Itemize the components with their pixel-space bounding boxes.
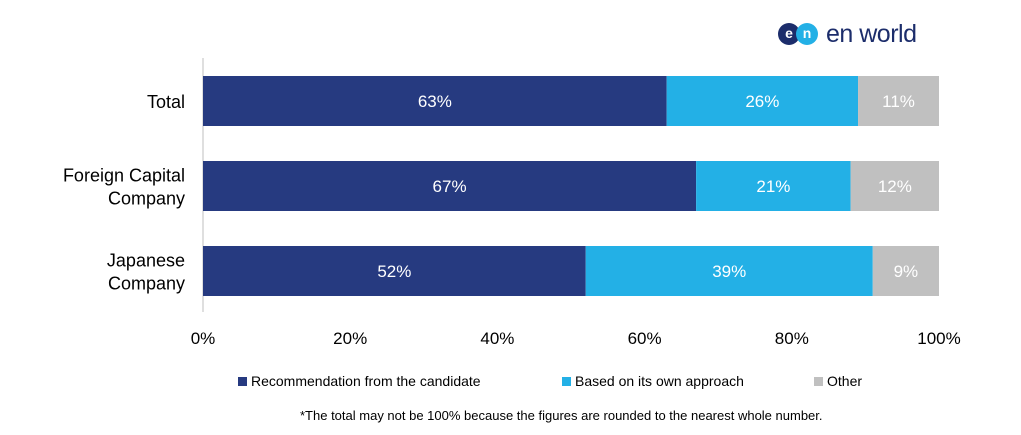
bar-segment bbox=[203, 246, 586, 296]
x-tick-label: 80% bbox=[775, 329, 809, 348]
legend-swatch bbox=[562, 376, 571, 386]
data-label: 39% bbox=[712, 262, 746, 281]
legend-item-recommendation: Recommendation from the candidate bbox=[238, 373, 481, 389]
bar-segment bbox=[666, 76, 859, 126]
category-label: Foreign Capital Company bbox=[63, 166, 185, 209]
bar-segment bbox=[203, 161, 697, 211]
legend-item-own-approach: Based on its own approach bbox=[562, 373, 744, 389]
brand-name: en world bbox=[826, 19, 917, 48]
brand-logo: e n en world bbox=[776, 18, 917, 50]
data-label: 12% bbox=[878, 177, 912, 196]
en-world-logo-icon: e n bbox=[776, 18, 824, 50]
bar-segment bbox=[872, 246, 939, 296]
legend-label: Other bbox=[827, 373, 863, 389]
bar-segment bbox=[203, 76, 667, 126]
bar-segment bbox=[850, 161, 939, 211]
data-label: 26% bbox=[745, 92, 779, 111]
x-tick-label: 20% bbox=[333, 329, 367, 348]
x-tick-label: 60% bbox=[628, 329, 662, 348]
stacked-bar-chart: 63% 26% 11% Total 67% 21% 12% Foreign Capital Co… bbox=[63, 58, 961, 348]
bar-segment bbox=[858, 76, 939, 126]
data-label: 21% bbox=[756, 177, 790, 196]
legend-swatch bbox=[814, 376, 823, 386]
legend-swatch bbox=[238, 376, 247, 386]
legend-label: Based on its own approach bbox=[575, 373, 744, 389]
legend-item-other: Other bbox=[814, 373, 862, 389]
bar-segment bbox=[696, 161, 851, 211]
data-label: 67% bbox=[433, 177, 467, 196]
data-label: 63% bbox=[418, 92, 452, 111]
data-label: 9% bbox=[894, 262, 919, 281]
x-tick-label: 0% bbox=[191, 329, 216, 348]
category-label: Japanese Company bbox=[107, 251, 185, 294]
x-tick-label: 40% bbox=[480, 329, 514, 348]
data-label: 52% bbox=[377, 262, 411, 281]
data-label: 11% bbox=[882, 92, 915, 111]
category-label: Total bbox=[147, 92, 185, 112]
bar-segment bbox=[585, 246, 873, 296]
footnote: *The total may not be 100% because the f… bbox=[300, 408, 823, 423]
legend-label: Recommendation from the candidate bbox=[251, 373, 481, 389]
x-tick-label: 100% bbox=[917, 329, 960, 348]
